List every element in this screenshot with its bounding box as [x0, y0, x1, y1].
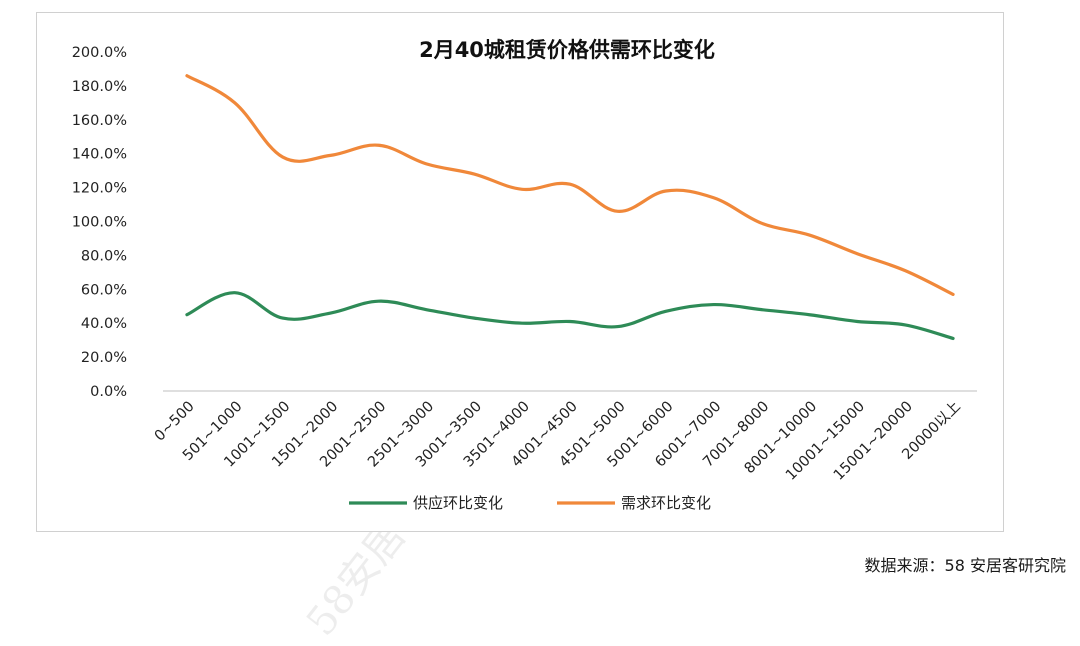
- y-tick-label: 160.0%: [72, 113, 127, 129]
- chart-frame: 2月40城租赁价格供需环比变化 0.0% 20.0% 40.0% 60.0% 80.0%…: [36, 12, 1004, 532]
- y-tick-label: 180.0%: [72, 79, 127, 95]
- y-tick-label: 20.0%: [81, 350, 127, 366]
- y-tick-label: 120.0%: [72, 181, 127, 197]
- y-tick-label: 200.0%: [72, 45, 127, 61]
- line-chart: 2月40城租赁价格供需环比变化 0.0% 20.0% 40.0% 60.0% 80.0%…: [37, 13, 1003, 531]
- y-tick-label: 60.0%: [81, 282, 127, 298]
- x-tick-label: 0~500: [152, 399, 198, 445]
- legend-label: 需求环比变化: [621, 494, 711, 512]
- y-tick-label: 100.0%: [72, 215, 127, 231]
- legend: 供应环比变化 需求环比变化: [349, 494, 711, 512]
- y-tick-label: 40.0%: [81, 316, 127, 332]
- legend-label: 供应环比变化: [413, 494, 503, 512]
- chart-title: 2月40城租赁价格供需环比变化: [419, 38, 715, 62]
- source-note: 数据来源：58 安居客研究院: [865, 552, 1066, 576]
- y-tick-label: 0.0%: [90, 384, 127, 400]
- y-tick-label: 140.0%: [72, 147, 127, 163]
- series-line-demand: [187, 76, 953, 295]
- series-line-supply: [187, 293, 953, 339]
- y-tick-label: 80.0%: [81, 248, 127, 264]
